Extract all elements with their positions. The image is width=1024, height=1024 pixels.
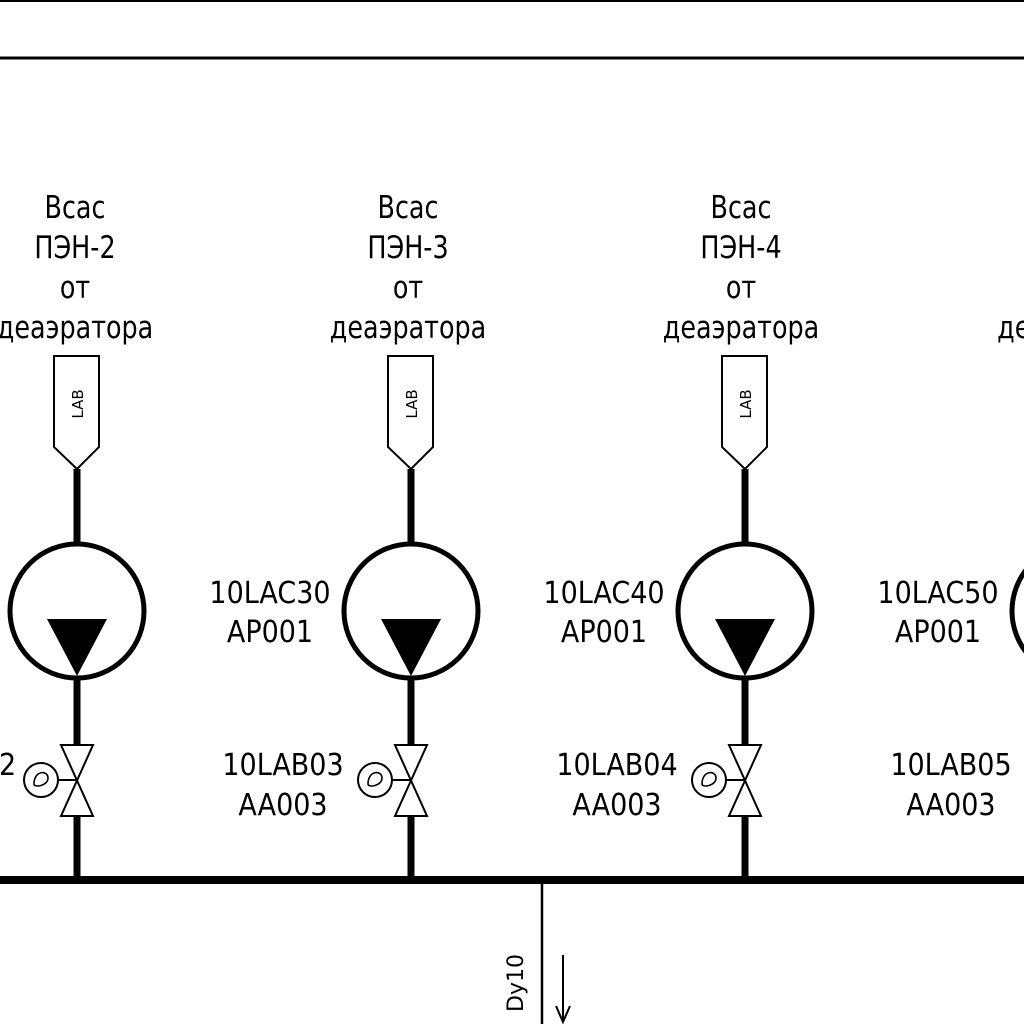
system-flag [53,355,100,471]
unit-desc-line-2: ПЭН-2 [34,230,115,266]
unit-desc-line-4: деаэратора [997,310,1024,346]
motor-actuator-icon [691,762,727,798]
system-flag-label: LAB [737,389,755,418]
motor-actuator-icon [357,762,393,798]
unit-desc-line-3: от [60,270,90,306]
pump-unit-pen2: Всас ПЭН-2 от деаэратора LAB 2 [0,190,153,880]
unit-desc-line-4: деаэратора [0,310,153,346]
system-flag-label: LAB [69,389,87,418]
drain-label: Dy10 [504,954,529,1012]
unit-desc-line-4: деаэратора [663,310,819,346]
pump-tag-line-2: AP001 [227,615,313,650]
unit-desc-line-1: Всас [378,190,439,226]
pump-triangle-icon [47,619,107,676]
valve-tag-line-1: 10LAB04 [556,748,677,783]
valve-tag-line-1: 10LAB03 [222,748,343,783]
pump-unit-pen4: Всас ПЭН-4 от деаэратора LAB 10LAC40 AP0… [543,190,819,880]
pump-tag-line-1: 10LAC40 [543,576,664,611]
system-flag-label: LAB [403,389,421,418]
title-frame [0,0,1024,60]
pump-tag-line-1: 10LAC30 [209,576,330,611]
unit-desc-line-2: ПЭН-4 [700,230,781,266]
valve-tag-line-2: AA003 [238,788,327,823]
motor-actuator-icon [23,762,59,798]
pump-unit-pen3: Всас ПЭН-3 от деаэратора LAB 10LAC30 AP0… [209,190,486,880]
drain-branch: Dy10 [504,880,571,1024]
gate-valve-icon [59,744,95,817]
gate-valve-icon [393,744,429,817]
unit-desc-line-4: деаэратора [330,310,486,346]
pump-tag-line-2: AP001 [895,615,981,650]
unit-desc-line-2: ПЭН-3 [367,230,448,266]
pump-tag-line-1: 10LAC50 [877,576,998,611]
gate-valve-icon [727,744,763,817]
valve-tag-line-2: AA003 [906,788,995,823]
valve-tag-line-1: 10LAB05 [890,748,1011,783]
valve-tag-line-2: AA003 [572,788,661,823]
valve-tag-line-1: 2 [0,748,16,783]
pump-triangle-icon [381,619,441,676]
system-flag [387,355,434,471]
system-flag [721,355,768,471]
pump-triangle-icon [715,619,775,676]
pump-tag-line-2: AP001 [561,615,647,650]
unit-desc-line-1: Всас [45,190,106,226]
unit-desc-line-1: Всас [711,190,772,226]
unit-desc-line-3: от [393,270,423,306]
unit-desc-line-3: от [726,270,756,306]
pump-icon [1009,568,1024,654]
pump-unit-pen5: деаэратора 10LAC50 AP001 10LAB05 AA003 [877,310,1024,823]
